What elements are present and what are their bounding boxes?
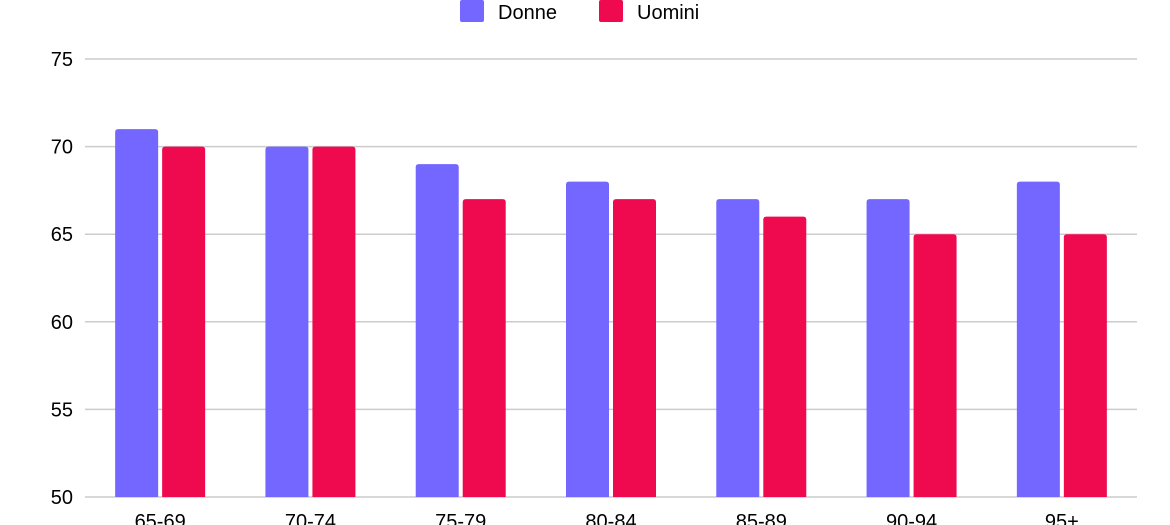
x-tick-label: 80-84 <box>585 511 636 525</box>
legend: Donne Uomini <box>460 0 699 24</box>
bar-uomini-65-69 <box>162 146 206 497</box>
y-tick-label: 75 <box>51 49 73 71</box>
legend-label-donne: Donne <box>498 2 557 24</box>
bar-donne-80-84 <box>566 181 609 497</box>
y-tick-label: 50 <box>51 487 73 509</box>
bar-donne-95+ <box>1016 181 1060 497</box>
bar-donne-90-94 <box>866 199 910 497</box>
x-tick-label: 70-74 <box>285 511 336 525</box>
x-axis-tick-labels: 65-69 70-74 75-79 80-84 85-89 90-94 95+ <box>135 511 1079 525</box>
x-tick-label: 85-89 <box>736 511 787 525</box>
gridlines <box>85 58 1137 498</box>
y-tick-label: 65 <box>51 224 73 246</box>
y-tick-label: 55 <box>51 399 73 421</box>
bar-uomini-95+ <box>1063 234 1107 497</box>
bar-uomini-80-84 <box>613 199 656 497</box>
x-tick-label: 95+ <box>1045 511 1079 525</box>
bar-donne-65-69 <box>115 129 159 497</box>
y-axis-tick-labels: 75 70 65 60 55 50 <box>51 49 73 509</box>
bar-uomini-90-94 <box>913 234 957 497</box>
bar-donne-70-74 <box>265 146 309 497</box>
x-tick-label: 90-94 <box>886 511 937 525</box>
bar-uomini-85-89 <box>763 216 807 497</box>
bars <box>115 129 1107 497</box>
y-tick-label: 60 <box>51 312 73 334</box>
x-tick-label: 75-79 <box>435 511 486 525</box>
bar-donne-85-89 <box>716 199 760 497</box>
bar-uomini-70-74 <box>312 146 356 497</box>
bar-donne-75-79 <box>415 164 459 497</box>
x-tick-label: 65-69 <box>135 511 186 525</box>
legend-swatch-uomini <box>599 0 623 22</box>
legend-swatch-donne <box>460 0 484 22</box>
legend-label-uomini: Uomini <box>637 2 699 24</box>
y-tick-label: 70 <box>51 137 73 159</box>
bar-uomini-75-79 <box>462 199 506 497</box>
